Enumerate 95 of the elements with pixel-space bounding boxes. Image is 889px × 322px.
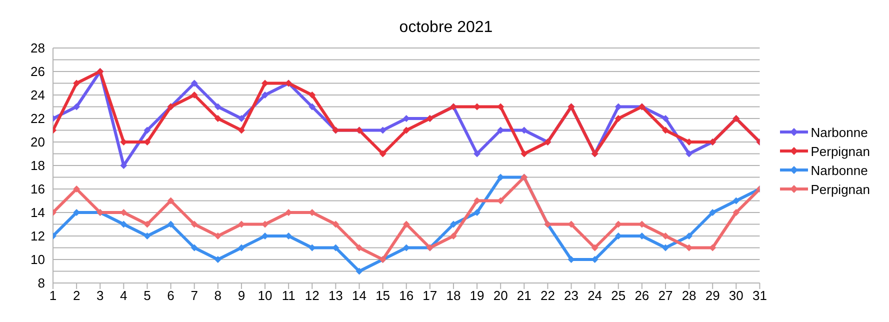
point — [686, 232, 693, 240]
point — [190, 92, 198, 98]
point — [450, 220, 457, 228]
chart-title: octobre 2021 — [399, 19, 493, 36]
point — [238, 115, 245, 122]
point — [167, 197, 174, 204]
y-tick-label: 24 — [30, 88, 45, 103]
y-tick-label: 18 — [30, 158, 45, 174]
point — [262, 220, 269, 228]
y-tick-label: 22 — [30, 111, 45, 126]
x-tick-label: 11 — [282, 288, 296, 304]
x-tick-label: 18 — [446, 288, 461, 304]
x-tick-label: 22 — [540, 288, 555, 304]
point — [238, 220, 245, 228]
point — [144, 232, 151, 240]
point — [120, 220, 128, 228]
y-tick-label: 12 — [30, 228, 45, 244]
x-tick-label: 3 — [96, 288, 104, 304]
point — [144, 220, 151, 228]
x-tick-label: 2 — [72, 288, 80, 304]
point — [614, 115, 622, 122]
x-tick-label: 24 — [588, 288, 602, 304]
point — [190, 244, 198, 252]
point — [308, 103, 316, 110]
x-tick-label: 21 — [516, 288, 532, 304]
point — [379, 150, 386, 158]
point — [308, 92, 316, 98]
point — [167, 220, 174, 228]
x-tick-label: 14 — [352, 288, 366, 304]
point — [144, 126, 151, 134]
y-tick-label: 26 — [30, 64, 45, 80]
x-tick-label: 19 — [470, 288, 484, 304]
point — [662, 232, 669, 240]
x-tick-label: 30 — [728, 288, 744, 304]
point — [474, 209, 481, 216]
point — [402, 220, 410, 228]
y-tick-label: 10 — [30, 252, 45, 268]
x-tick-label: 10 — [258, 288, 272, 304]
point — [332, 220, 340, 228]
x-tick-label: 12 — [304, 288, 320, 304]
x-tick-label: 4 — [120, 288, 128, 304]
x-tick-label: 7 — [190, 288, 198, 304]
x-tick-label: 6 — [167, 288, 174, 304]
point — [474, 150, 481, 158]
x-tick-label: 23 — [564, 288, 578, 304]
point — [214, 115, 222, 122]
point — [190, 220, 198, 228]
x-tick-label: 25 — [611, 288, 626, 304]
legend-label: Narbonne — [810, 162, 868, 178]
x-tick-label: 31 — [752, 288, 767, 304]
x-tick-label: 1 — [49, 288, 57, 304]
point — [238, 244, 245, 252]
y-tick-label: 8 — [38, 276, 45, 291]
point — [732, 209, 740, 216]
y-tick-label: 28 — [30, 40, 45, 56]
point — [662, 126, 669, 134]
y-tick-label: 20 — [30, 134, 45, 150]
y-tick-label: 14 — [30, 205, 45, 220]
x-tick-label: 5 — [144, 288, 151, 304]
point — [262, 92, 269, 98]
point — [73, 186, 80, 192]
point — [402, 126, 410, 134]
point — [591, 244, 598, 252]
point — [73, 103, 80, 110]
point — [662, 244, 669, 252]
point — [214, 256, 222, 263]
point — [662, 115, 669, 122]
point — [497, 103, 504, 110]
point — [709, 209, 716, 216]
point — [520, 150, 528, 158]
point — [238, 126, 245, 134]
point — [686, 150, 693, 158]
legend-label: Narbonne — [810, 124, 868, 140]
x-tick-label: 13 — [328, 288, 343, 304]
y-tick-label: 16 — [30, 182, 45, 197]
x-tick-label: 16 — [399, 288, 414, 304]
legend-label: Perpignan — [810, 144, 870, 158]
point — [73, 80, 80, 87]
x-tick-label: 15 — [376, 288, 390, 304]
point — [214, 232, 222, 240]
point — [356, 244, 363, 252]
x-tick-label: 9 — [238, 288, 246, 304]
x-tick-label: 28 — [682, 288, 696, 304]
x-tick-label: 17 — [422, 288, 438, 304]
point — [214, 103, 222, 110]
x-tick-label: 27 — [658, 288, 673, 304]
point — [190, 80, 198, 87]
x-tick-label: 29 — [705, 288, 720, 304]
x-tick-label: 26 — [634, 288, 650, 304]
x-tick-label: 20 — [493, 288, 508, 304]
point — [732, 197, 740, 204]
point — [450, 232, 457, 240]
point — [356, 268, 363, 275]
x-tick-label: 8 — [214, 288, 222, 304]
legend-label: Perpignan — [810, 182, 870, 196]
